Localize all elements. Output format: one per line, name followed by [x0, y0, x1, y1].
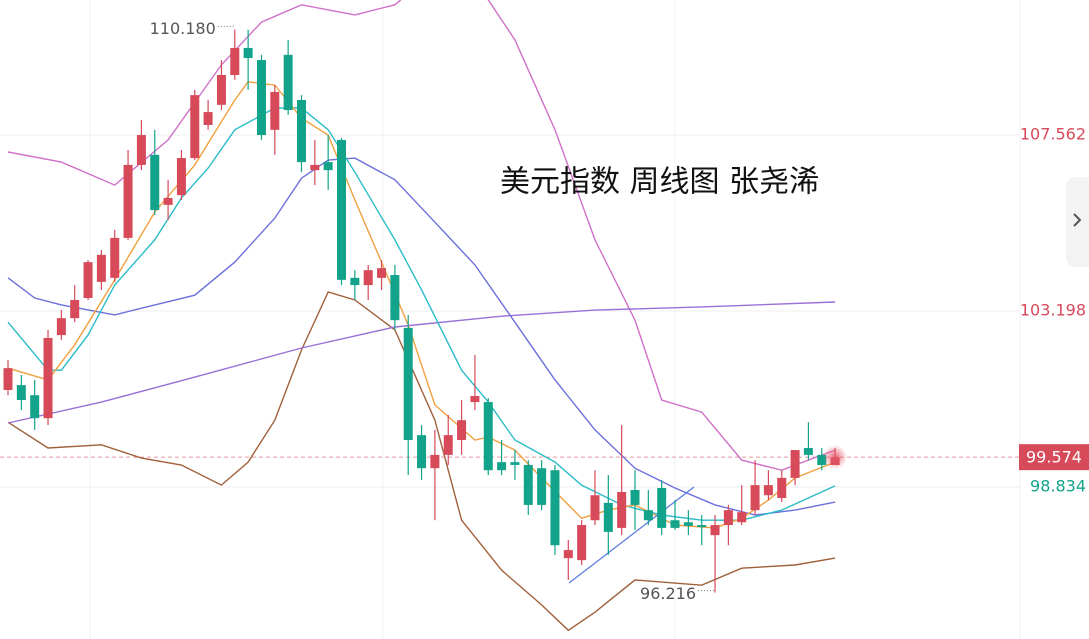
candle-body: [723, 510, 733, 526]
candle-body: [163, 197, 173, 205]
candle-body: [763, 485, 773, 496]
candle-body: [470, 396, 480, 403]
candle-body: [523, 464, 533, 505]
candle-body: [96, 254, 106, 282]
candle-body: [283, 54, 293, 111]
candle-body: [803, 448, 813, 455]
candle-body: [323, 162, 333, 171]
low-label: 96.216: [640, 584, 696, 603]
candle-body: [443, 435, 453, 455]
candle-body: [363, 270, 373, 286]
candle-body: [710, 525, 720, 536]
candle-body: [590, 495, 600, 521]
candle-body: [577, 525, 587, 561]
last-price-label: 99.574: [1026, 448, 1082, 467]
candle-body: [243, 47, 253, 59]
candle-body: [203, 112, 213, 125]
candle-body: [70, 300, 80, 319]
candle-body: [617, 491, 627, 528]
candle-body: [350, 277, 360, 286]
candle-body: [497, 462, 507, 471]
candle-body: [136, 135, 146, 165]
candle-body: [457, 420, 467, 440]
candle-body: [403, 327, 413, 440]
candle-body: [790, 450, 800, 478]
y-tick-label: 103.198: [1020, 300, 1086, 319]
candle-body: [30, 395, 40, 419]
candle-body: [483, 402, 493, 471]
candle-body: [817, 454, 827, 465]
overlay-line: [7, 107, 836, 521]
candle-body: [16, 385, 26, 401]
candle-body: [310, 164, 320, 171]
candle-body: [150, 154, 160, 211]
candle-body: [683, 522, 693, 526]
candle-body: [270, 91, 280, 130]
candle-body: [190, 95, 200, 159]
candle-body: [377, 268, 387, 278]
overlays: [7, 0, 836, 632]
trend-line: [568, 486, 695, 584]
candle-body: [563, 550, 573, 559]
high-label: 110.180: [150, 19, 216, 38]
candle-body: [176, 158, 186, 196]
candle-body: [417, 435, 427, 469]
candle-body: [296, 99, 306, 163]
overlay-line: [7, 0, 836, 471]
candle-body: [777, 477, 787, 499]
candle-body: [123, 164, 133, 238]
candle-body: [83, 262, 93, 299]
grid: [0, 134, 1020, 488]
expand-button[interactable]: [1066, 177, 1089, 267]
overlay-line: [7, 301, 836, 424]
overlay-line: [7, 81, 836, 529]
candle-body: [110, 237, 120, 278]
candle-body: [750, 485, 760, 511]
candle-body: [3, 368, 13, 390]
candles: [3, 29, 848, 593]
candle-body: [43, 337, 53, 419]
candle-body: [390, 275, 400, 321]
candle-body: [550, 470, 560, 546]
candle-body: [657, 487, 667, 528]
candle-body: [256, 60, 266, 136]
candle-body: [510, 462, 520, 465]
candle-body: [643, 510, 653, 521]
y-tick-label: 98.834: [1030, 476, 1086, 495]
chart-title: 美元指数 周线图 张尧浠: [500, 165, 819, 200]
last-price-box: [1019, 444, 1089, 471]
candle-body: [430, 454, 440, 469]
labels: 107.562 103.198 98.834 99.574 110.180 96.216: [150, 19, 1089, 603]
candle-body: [216, 74, 226, 105]
chevron[interactable]: [1073, 213, 1082, 227]
candle-body: [603, 502, 613, 532]
candle-body: [230, 47, 240, 75]
candle-body: [630, 489, 640, 505]
candle-body: [697, 525, 707, 528]
overlay-line: [7, 291, 836, 632]
candle-body: [537, 468, 547, 505]
pulse: [823, 445, 848, 470]
y-tick-label: 107.562: [1020, 124, 1086, 143]
candle-body: [337, 139, 347, 280]
candle-body: [56, 318, 66, 336]
overlay-line: [7, 157, 836, 516]
candle-body: [737, 512, 747, 523]
candle-body: [670, 520, 680, 528]
